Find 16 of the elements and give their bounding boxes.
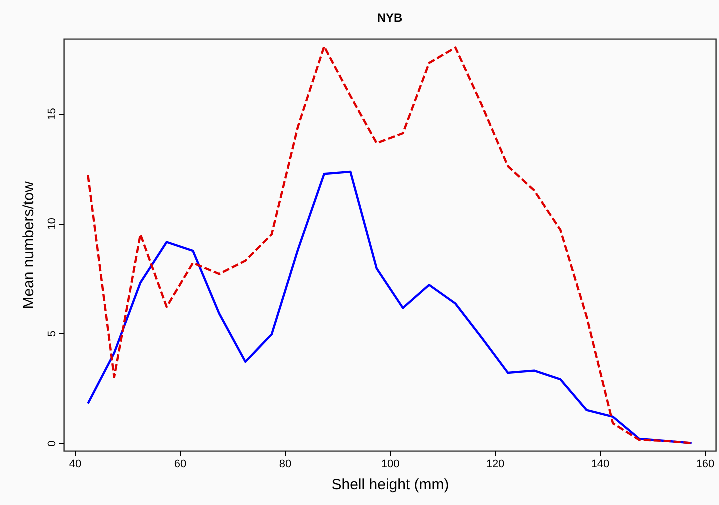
y-tick-label: 10 [46,218,58,230]
x-tick-label: 60 [174,458,187,470]
x-tick-label: 160 [696,458,715,470]
x-tick-label: 100 [381,458,400,470]
x-tick-label: 80 [279,458,292,470]
x-tick-label: 40 [69,458,82,470]
x-tick-label: 120 [486,458,505,470]
x-tick-label: 140 [591,458,610,470]
line-series [87,170,693,444]
line-series [87,46,693,444]
y-tick-label: 0 [46,440,58,447]
x-axis-title: Shell height (mm) [332,476,450,494]
y-tick-label: 5 [46,330,58,338]
y-axis-title: Mean numbers/tow [20,182,38,310]
y-tick-label: 15 [46,108,58,120]
chart-title: NYB [377,11,403,25]
